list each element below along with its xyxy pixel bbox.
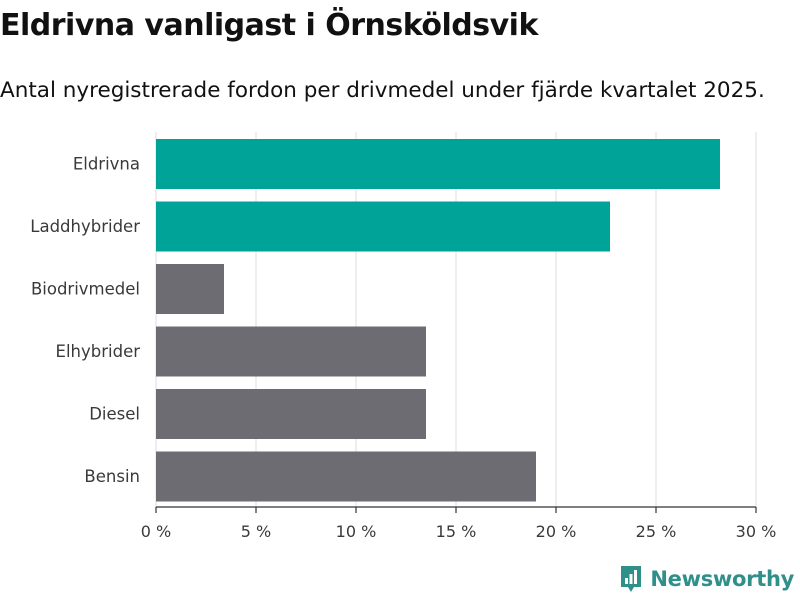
x-tick-label: 30 % bbox=[736, 522, 777, 541]
bar-diesel bbox=[156, 389, 426, 439]
bar-bensin bbox=[156, 451, 536, 502]
bar-elhybrider bbox=[156, 326, 426, 377]
x-tick-label: 10 % bbox=[336, 522, 377, 541]
x-tick-label: 25 % bbox=[636, 522, 677, 541]
newsworthy-logo-icon bbox=[621, 566, 642, 592]
brand-name: Newsworthy bbox=[650, 567, 794, 591]
x-tick-label: 0 % bbox=[141, 522, 171, 541]
x-tick-label: 20 % bbox=[536, 522, 577, 541]
x-tick-label: 5 % bbox=[241, 522, 271, 541]
chart-title: Eldrivna vanligast i Örnsköldsvik bbox=[0, 8, 538, 43]
category-labels: Eldrivna Laddhybrider Biodrivmedel Elhybrid… bbox=[30, 155, 140, 487]
category-label: Diesel bbox=[89, 405, 140, 424]
bar-laddhybrider bbox=[156, 201, 610, 252]
category-label: Biodrivmedel bbox=[31, 280, 140, 299]
category-label: Bensin bbox=[84, 467, 140, 486]
chart-subtitle: Antal nyregistrerade fordon per drivmede… bbox=[0, 78, 765, 103]
bar-biodrivmedel bbox=[156, 264, 224, 314]
category-label: Elhybrider bbox=[56, 342, 141, 361]
x-tick-label: 15 % bbox=[436, 522, 477, 541]
brand-logo: Newsworthy bbox=[619, 564, 794, 594]
category-label: Laddhybrider bbox=[30, 217, 140, 236]
x-axis: 0 % 5 % 10 % 15 % 20 % 25 % 30 % bbox=[141, 506, 777, 541]
bars bbox=[156, 139, 720, 502]
gridlines bbox=[155, 132, 757, 507]
category-label: Eldrivna bbox=[73, 155, 140, 174]
bar-eldrivna bbox=[156, 139, 720, 189]
